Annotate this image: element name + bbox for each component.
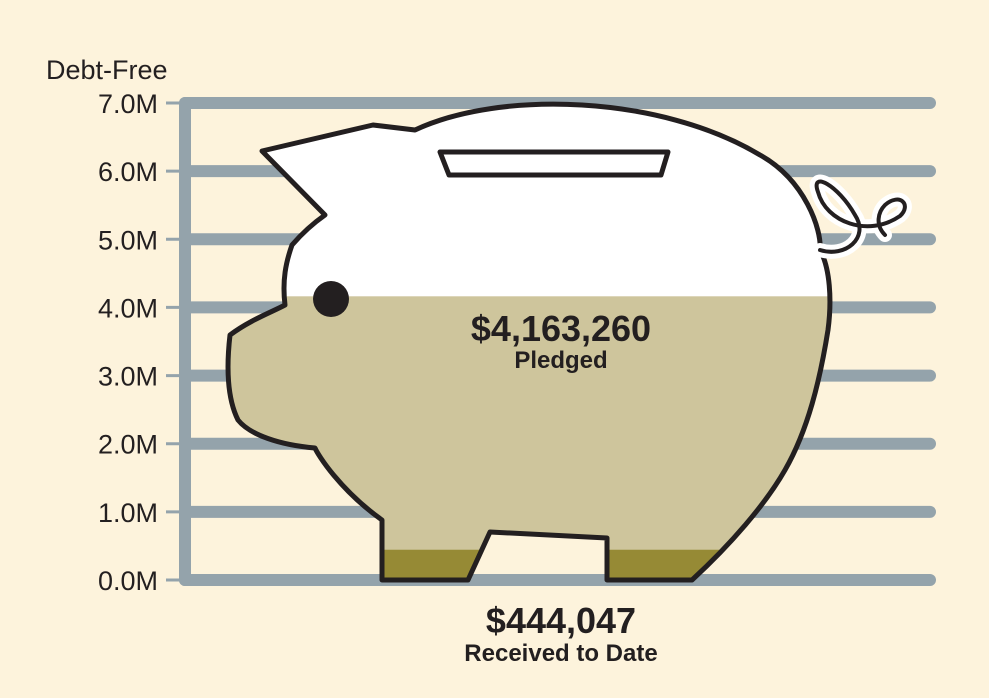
pig-tail-outline <box>814 179 907 254</box>
pledged-value-label: $4,163,260 <box>471 308 651 349</box>
y-axis-top-label: Debt-Free <box>46 55 168 85</box>
y-tick-label: 2.0M <box>98 430 158 460</box>
y-tick-label: 0.0M <box>98 566 158 596</box>
y-tick-label: 6.0M <box>98 157 158 187</box>
y-axis-ticks: 0.0M 1.0M 2.0M 3.0M 4.0M 5.0M 6.0M 7.0M <box>98 89 185 596</box>
pig-outline <box>225 101 833 583</box>
pledged-caption: Pledged <box>514 347 607 374</box>
coin-slot-icon <box>437 149 671 178</box>
pig-eye-icon <box>313 281 349 317</box>
y-tick-label: 4.0M <box>98 293 158 323</box>
received-caption: Received to Date <box>464 640 657 667</box>
y-tick-label: 7.0M <box>98 89 158 119</box>
received-value-label: $444,047 <box>486 600 636 641</box>
y-tick-label: 3.0M <box>98 362 158 392</box>
y-tick-label: 5.0M <box>98 225 158 255</box>
y-tick-label: 1.0M <box>98 498 158 528</box>
